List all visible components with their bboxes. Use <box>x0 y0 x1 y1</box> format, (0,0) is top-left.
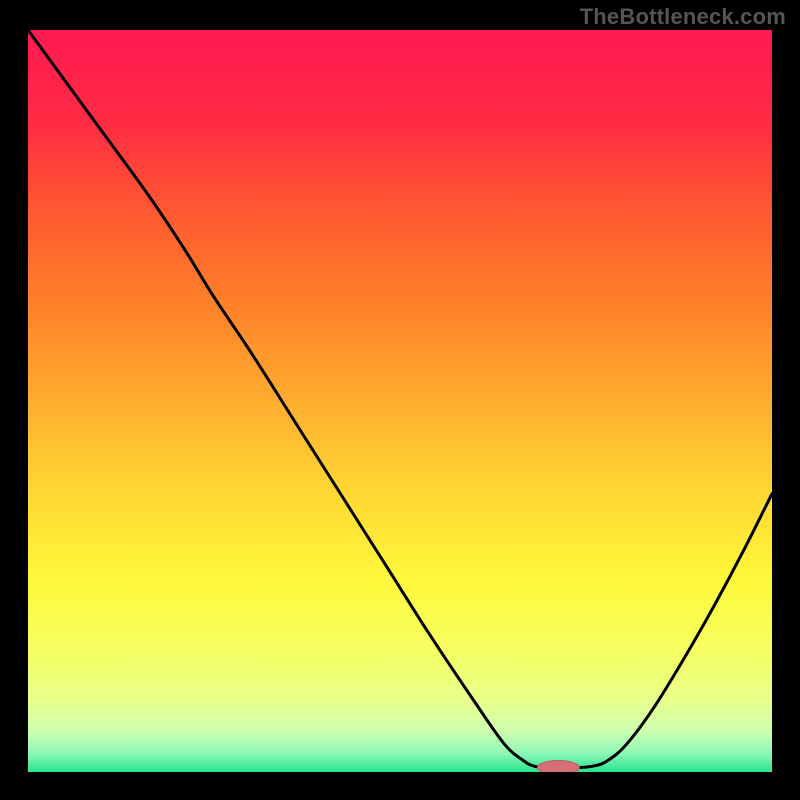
chart-root: TheBottleneck.com <box>0 0 800 800</box>
chart-background <box>28 30 772 772</box>
chart-svg <box>28 30 772 772</box>
watermark-text: TheBottleneck.com <box>580 4 786 30</box>
plot-area <box>28 30 772 772</box>
optimal-marker <box>537 761 579 772</box>
